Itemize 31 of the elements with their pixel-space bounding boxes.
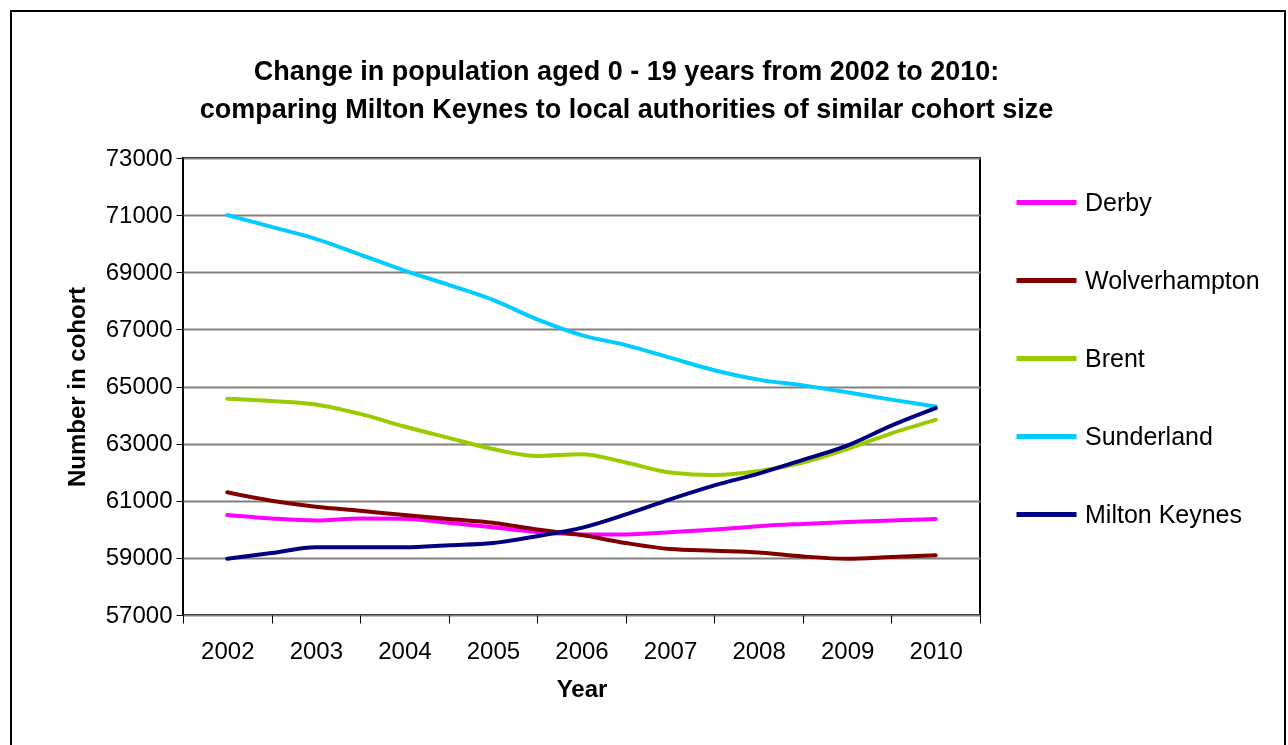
- legend-label: Milton Keynes: [1085, 499, 1243, 528]
- legend-label: Wolverhampton: [1085, 265, 1260, 294]
- y-tick-label: 65000: [105, 372, 173, 399]
- legend-label: Sunderland: [1085, 421, 1213, 450]
- x-tick-label: 2003: [289, 636, 344, 664]
- legend-label: Derby: [1085, 187, 1153, 216]
- y-tick-label: 73000: [105, 143, 173, 171]
- legend-label: Brent: [1085, 343, 1145, 372]
- y-tick-label: 69000: [105, 257, 173, 285]
- x-tick-label: 2004: [378, 636, 432, 664]
- y-tick-label: 59000: [105, 543, 173, 571]
- y-tick-label: 57000: [105, 600, 173, 628]
- x-tick-label: 2008: [732, 636, 786, 664]
- y-axis-title: Number in cohort: [62, 286, 90, 488]
- x-tick-label: 2005: [466, 636, 521, 664]
- line-series: [225, 490, 938, 561]
- y-tick-label: 71000: [105, 200, 173, 228]
- x-tick-label: 2007: [643, 636, 698, 664]
- y-tick-label: 63000: [105, 429, 173, 457]
- y-tick-label: 61000: [105, 486, 173, 514]
- x-tick-label: 2002: [201, 636, 255, 664]
- x-tick-label: 2009: [820, 636, 875, 664]
- line-series: [225, 396, 938, 478]
- x-axis-title: Year: [556, 674, 608, 702]
- line-series: [225, 406, 938, 561]
- line-series: [225, 513, 938, 537]
- chart-title: Change in population aged 0 - 19 years from 2002 to 2010: comparing Milton Keynes to local authorities of similar cohort size: [199, 56, 1054, 124]
- x-tick-label: 2010: [909, 636, 963, 664]
- line-series: [225, 213, 938, 409]
- y-tick-label: 67000: [105, 314, 173, 342]
- x-tick-label: 2006: [555, 636, 609, 664]
